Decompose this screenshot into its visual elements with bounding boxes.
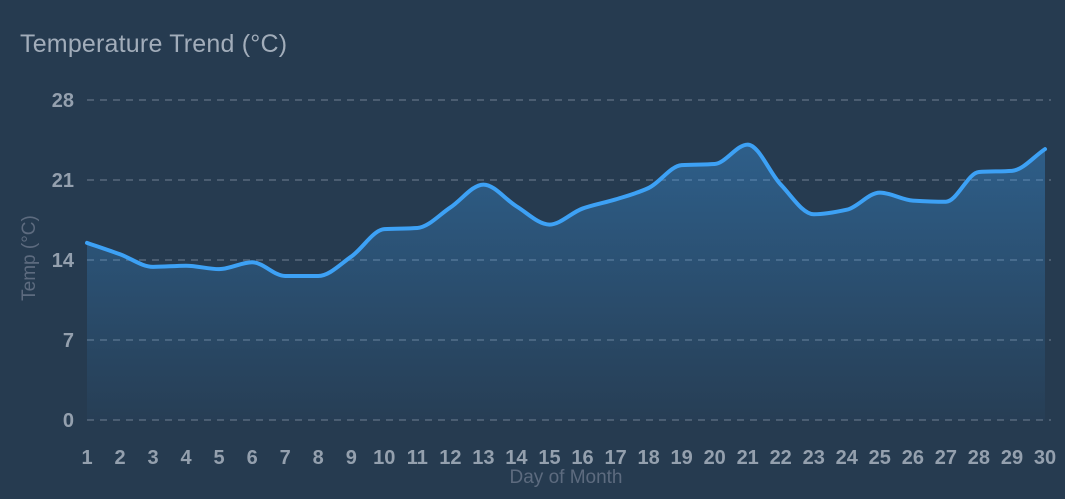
x-tick-label-28: 28 xyxy=(968,447,990,469)
x-tick-label-27: 27 xyxy=(935,447,957,469)
y-tick-label-21: 21 xyxy=(52,170,74,192)
y-tick-label-0: 0 xyxy=(63,410,74,432)
temperature-line xyxy=(85,142,1047,278)
x-tick-label-22: 22 xyxy=(770,447,792,469)
x-tick-label-8: 8 xyxy=(313,447,324,469)
x-tick-label-19: 19 xyxy=(670,447,692,469)
x-tick-label-12: 12 xyxy=(439,447,461,469)
x-tick-label-23: 23 xyxy=(803,447,825,469)
x-tick-label-29: 29 xyxy=(1001,447,1023,469)
x-tick-label-3: 3 xyxy=(148,447,159,469)
x-tick-label-26: 26 xyxy=(902,447,924,469)
x-tick-label-10: 10 xyxy=(373,447,395,469)
x-tick-label-5: 5 xyxy=(214,447,225,469)
x-tick-label-16: 16 xyxy=(571,447,593,469)
x-tick-label-6: 6 xyxy=(247,447,258,469)
chart-title: Temperature Trend (°C) xyxy=(20,30,288,58)
y-tick-label-28: 28 xyxy=(52,90,74,112)
x-tick-label-1: 1 xyxy=(81,447,92,469)
x-tick-label-4: 4 xyxy=(181,447,193,469)
y-tick-label-7: 7 xyxy=(63,330,74,352)
x-tick-label-14: 14 xyxy=(505,447,528,469)
x-tick-label-18: 18 xyxy=(637,447,659,469)
x-tick-label-20: 20 xyxy=(704,447,726,469)
y-tick-label-14: 14 xyxy=(52,250,75,272)
x-tick-label-13: 13 xyxy=(472,447,494,469)
x-tick-label-30: 30 xyxy=(1034,447,1056,469)
x-tick-label-11: 11 xyxy=(407,447,428,469)
x-tick-label-24: 24 xyxy=(836,447,859,469)
x-axis-title: Day of Month xyxy=(509,467,623,488)
x-tick-label-7: 7 xyxy=(280,447,291,469)
x-tick-label-17: 17 xyxy=(604,447,626,469)
x-tick-label-15: 15 xyxy=(538,447,560,469)
x-tick-label-25: 25 xyxy=(869,447,891,469)
x-tick-label-9: 9 xyxy=(346,447,357,469)
temperature-area-fill xyxy=(87,144,1045,420)
x-tick-label-21: 21 xyxy=(737,447,759,469)
x-tick-label-2: 2 xyxy=(114,447,125,469)
